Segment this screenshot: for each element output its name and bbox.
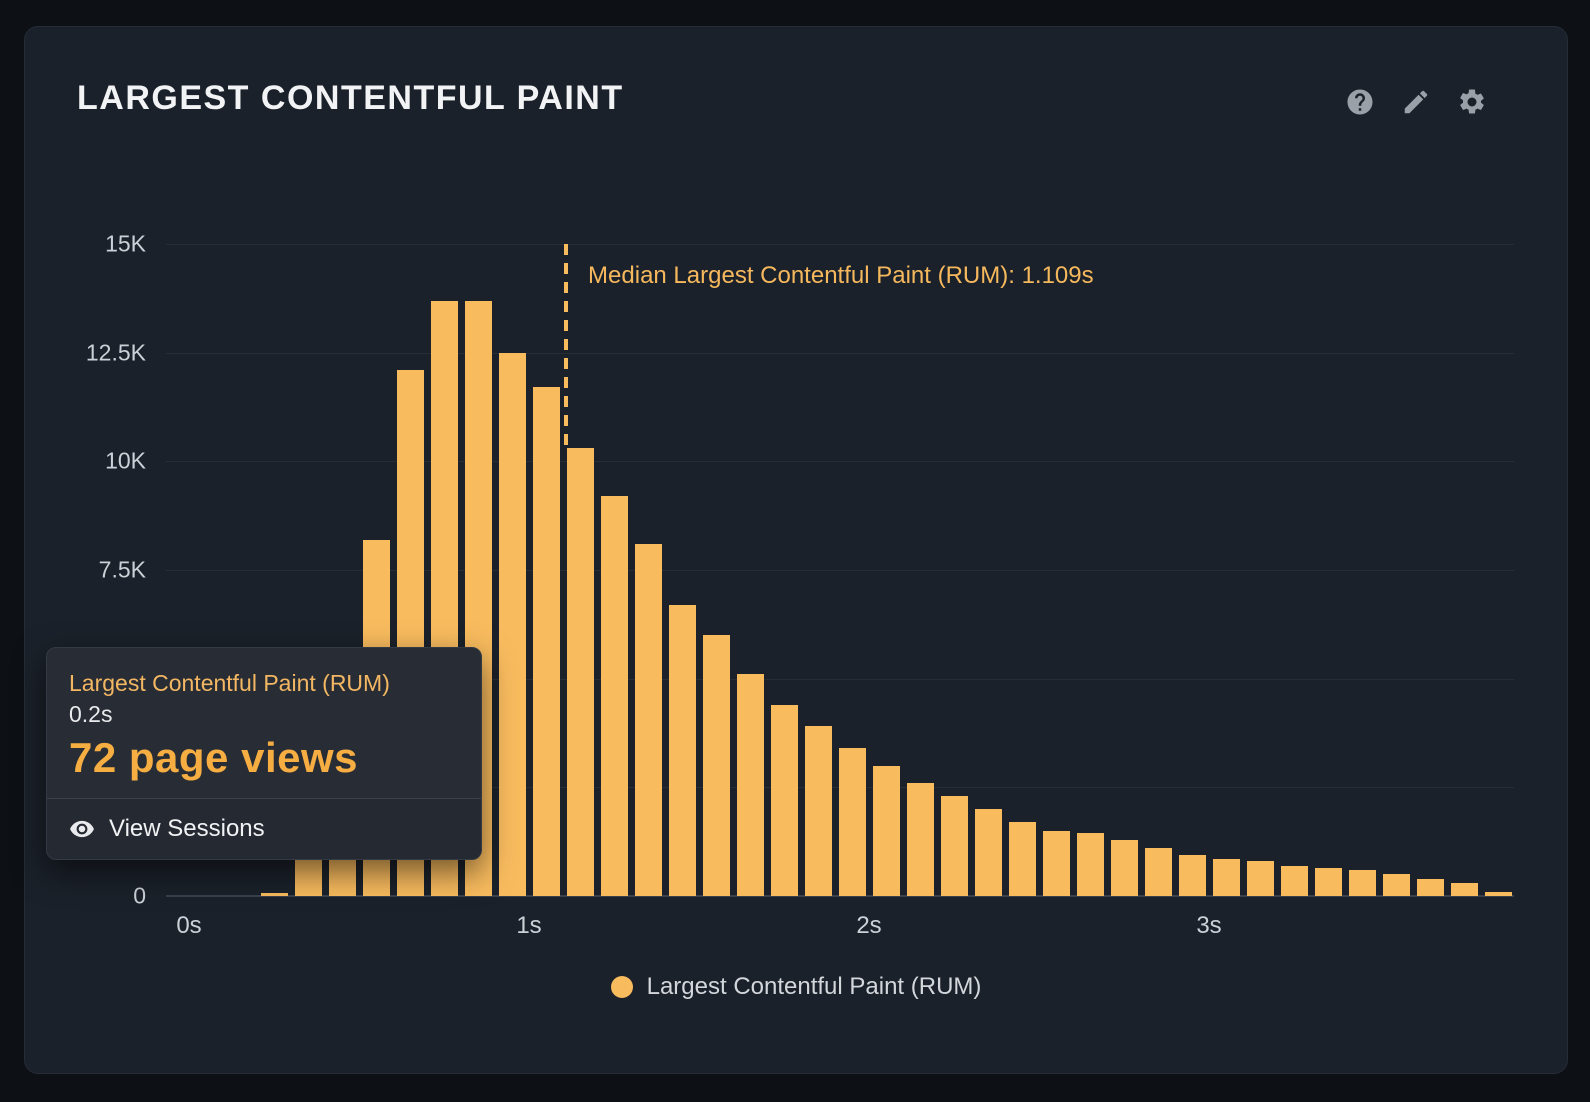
histogram-bar[interactable] — [1416, 878, 1444, 896]
histogram-bar[interactable] — [1348, 869, 1376, 896]
histogram-bar[interactable] — [260, 892, 288, 896]
legend-color-dot — [610, 976, 633, 998]
y-axis-tick: 12.5K — [85, 339, 146, 366]
histogram-bar[interactable] — [1076, 832, 1104, 896]
y-axis-tick: 0 — [133, 882, 146, 909]
gridline — [166, 244, 1514, 245]
x-axis-line — [166, 895, 1514, 897]
histogram-bar[interactable] — [804, 726, 832, 896]
settings-icon[interactable] — [1457, 87, 1487, 117]
histogram-bar[interactable] — [1178, 854, 1206, 896]
tooltip-value: 72 page views — [69, 734, 358, 782]
legend-label: Largest Contentful Paint (RUM) — [646, 973, 982, 1000]
x-axis-tick: 1s — [516, 912, 542, 939]
histogram-bar[interactable] — [1314, 867, 1342, 896]
histogram-bar[interactable] — [1144, 848, 1172, 896]
panel-header-actions — [1345, 87, 1487, 117]
gridline — [166, 461, 1514, 463]
histogram-bar[interactable] — [1484, 891, 1512, 896]
y-axis-tick: 10K — [105, 447, 146, 474]
y-axis-tick: 7.5K — [98, 556, 146, 583]
panel-title: LARGEST CONTENTFUL PAINT — [77, 79, 624, 117]
lcp-panel: LARGEST CONTENTFUL PAINT 0 7.5K 10K 12.5K 15… — [24, 26, 1568, 1074]
histogram-bar[interactable] — [1110, 839, 1138, 896]
histogram-bar[interactable] — [702, 635, 730, 896]
histogram-bar[interactable] — [1008, 822, 1036, 896]
edit-icon[interactable] — [1401, 87, 1431, 117]
histogram-bar[interactable] — [974, 809, 1002, 896]
x-axis-tick: 0s — [176, 912, 202, 939]
histogram-bar[interactable] — [1382, 874, 1410, 896]
histogram-bar[interactable] — [1212, 859, 1240, 896]
histogram-plot: 0 7.5K 10K 12.5K 15K 0s 1s 2s 3s Median Largest… — [86, 231, 1514, 939]
histogram-bar[interactable] — [770, 704, 798, 896]
histogram-bar[interactable] — [940, 796, 968, 896]
histogram-bar[interactable] — [1042, 830, 1070, 896]
histogram-bar[interactable] — [906, 783, 934, 896]
histogram-bar[interactable] — [838, 748, 866, 896]
help-icon[interactable] — [1345, 87, 1375, 117]
gridline — [166, 570, 1514, 571]
median-annotation-line — [564, 244, 569, 448]
histogram-bar[interactable] — [294, 856, 322, 896]
histogram-bar[interactable] — [736, 674, 764, 896]
histogram-bar[interactable] — [566, 448, 594, 896]
view-sessions-label: View Sessions — [109, 815, 265, 843]
tooltip-series-name: Largest Contentful Paint (RUM) — [69, 670, 390, 696]
chart-tooltip: Largest Contentful Paint (RUM) 0.2s 72 p… — [46, 647, 482, 861]
tooltip-bucket: 0.2s — [69, 701, 113, 728]
histogram-bar[interactable] — [1280, 865, 1308, 896]
histogram-bar[interactable] — [872, 765, 900, 896]
gridline — [166, 352, 1514, 354]
legend[interactable]: Largest Contentful Paint (RUM) — [25, 973, 1567, 1001]
histogram-bar[interactable] — [668, 604, 696, 896]
histogram-bar[interactable] — [498, 352, 526, 896]
histogram-bar[interactable] — [634, 543, 662, 896]
x-axis-tick: 2s — [856, 912, 882, 939]
view-sessions-button[interactable]: View Sessions — [47, 798, 481, 860]
x-axis-tick: 3s — [1196, 912, 1222, 939]
median-annotation-label: Median Largest Contentful Paint (RUM): 1… — [588, 262, 1094, 289]
histogram-bar[interactable] — [532, 387, 560, 896]
gridline — [166, 678, 1514, 680]
y-axis-tick: 15K — [105, 230, 146, 257]
eye-icon — [69, 816, 95, 842]
histogram-bar[interactable] — [600, 496, 628, 896]
histogram-bar[interactable] — [1450, 882, 1478, 896]
tooltip-body: Largest Contentful Paint (RUM) 0.2s 72 p… — [47, 648, 481, 798]
histogram-bar[interactable] — [1246, 861, 1274, 896]
